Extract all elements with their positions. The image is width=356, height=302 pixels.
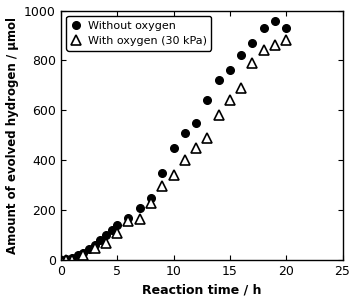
With oxygen (30 kPa) — [59, 258, 63, 262]
With oxygen (30 kPa) — [81, 253, 85, 257]
Without oxygen — [75, 253, 80, 257]
With oxygen (30 kPa) — [239, 86, 243, 90]
With oxygen (30 kPa) — [250, 61, 255, 65]
Legend: Without oxygen, With oxygen (30 kPa): Without oxygen, With oxygen (30 kPa) — [67, 16, 211, 50]
Without oxygen — [87, 247, 91, 251]
Without oxygen — [70, 256, 74, 259]
Without oxygen — [284, 26, 288, 30]
Without oxygen — [126, 216, 131, 220]
Without oxygen — [64, 257, 69, 261]
Without oxygen — [194, 121, 198, 125]
With oxygen (30 kPa) — [64, 258, 69, 262]
Without oxygen — [262, 26, 266, 30]
Without oxygen — [239, 54, 243, 57]
With oxygen (30 kPa) — [262, 49, 266, 52]
With oxygen (30 kPa) — [126, 220, 131, 223]
Without oxygen — [160, 171, 164, 175]
Without oxygen — [149, 196, 153, 200]
Without oxygen — [205, 98, 209, 102]
Line: Without oxygen: Without oxygen — [57, 17, 290, 264]
Without oxygen — [137, 206, 142, 210]
With oxygen (30 kPa) — [160, 185, 164, 188]
With oxygen (30 kPa) — [284, 39, 288, 42]
With oxygen (30 kPa) — [171, 173, 176, 177]
Without oxygen — [183, 131, 187, 135]
Without oxygen — [93, 243, 97, 247]
With oxygen (30 kPa) — [273, 44, 277, 47]
With oxygen (30 kPa) — [104, 241, 108, 244]
Without oxygen — [250, 41, 255, 45]
Without oxygen — [216, 79, 221, 82]
With oxygen (30 kPa) — [216, 114, 221, 117]
Line: With oxygen (30 kPa): With oxygen (30 kPa) — [56, 36, 291, 265]
With oxygen (30 kPa) — [149, 201, 153, 204]
With oxygen (30 kPa) — [93, 246, 97, 249]
Without oxygen — [98, 238, 103, 242]
X-axis label: Reaction time / h: Reaction time / h — [142, 284, 261, 297]
Without oxygen — [81, 251, 85, 254]
Without oxygen — [273, 19, 277, 22]
Without oxygen — [109, 228, 114, 232]
Without oxygen — [115, 223, 119, 227]
With oxygen (30 kPa) — [115, 231, 119, 234]
Y-axis label: Amount of evolved hydrogen / μmol: Amount of evolved hydrogen / μmol — [6, 17, 19, 254]
Without oxygen — [104, 233, 108, 237]
Without oxygen — [228, 69, 232, 72]
With oxygen (30 kPa) — [70, 258, 74, 262]
With oxygen (30 kPa) — [137, 217, 142, 221]
With oxygen (30 kPa) — [194, 146, 198, 149]
With oxygen (30 kPa) — [205, 136, 209, 140]
Without oxygen — [171, 146, 176, 149]
With oxygen (30 kPa) — [228, 98, 232, 102]
Without oxygen — [59, 258, 63, 262]
With oxygen (30 kPa) — [183, 159, 187, 162]
